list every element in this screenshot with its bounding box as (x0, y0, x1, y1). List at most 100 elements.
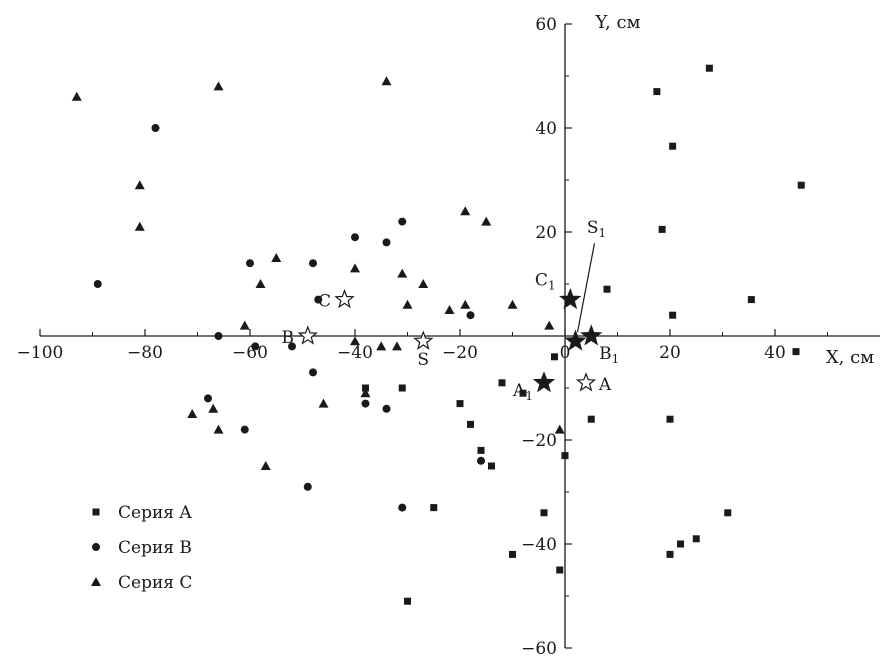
triangle-point (554, 424, 565, 434)
square-point (666, 550, 674, 558)
triangle-point (460, 299, 471, 309)
triangle-point (213, 424, 224, 434)
triangle-point (350, 336, 360, 346)
square-point (669, 311, 677, 319)
open-star-marker (413, 330, 434, 350)
legend-label: Серия C (118, 573, 192, 593)
square-point (669, 142, 677, 150)
y-tick-label: −60 (521, 639, 557, 657)
triangle-point (134, 180, 145, 190)
series-triangle (71, 76, 565, 470)
triangle-point (213, 81, 224, 91)
square-point (498, 379, 506, 387)
triangle-point (239, 320, 250, 330)
y-tick-label: −40 (521, 535, 557, 555)
square-point (488, 462, 495, 470)
triangle-point (544, 320, 555, 330)
circle-point (246, 259, 254, 268)
triangle-point (507, 299, 518, 309)
circle-point (303, 482, 312, 491)
open-star-marker (334, 288, 355, 309)
square-point (540, 509, 548, 517)
triangle-point (134, 221, 145, 231)
circle-point (314, 295, 323, 304)
annotation-label: C (318, 292, 331, 312)
annotation-label: S1 (587, 218, 606, 240)
triangle-point (481, 216, 492, 226)
y-tick-label: −20 (521, 431, 557, 451)
legend-circle-marker (92, 543, 100, 551)
x-tick-label: 0 (560, 343, 571, 363)
circle-point (309, 259, 317, 268)
annotation-label: C1 (535, 271, 556, 293)
x-tick-label: 20 (659, 343, 681, 363)
circle-point (240, 425, 249, 434)
annotation-arrow (576, 243, 596, 333)
y-axis-title: Y, см (594, 12, 640, 33)
square-point (561, 452, 569, 460)
square-point (430, 504, 438, 512)
annotation-label: B (282, 328, 295, 348)
circle-point (214, 332, 223, 340)
annotation-label: A (598, 375, 612, 395)
triangle-point (392, 341, 402, 351)
square-point (658, 225, 666, 233)
circle-point (382, 404, 391, 413)
y-tick-label: 60 (535, 15, 557, 35)
y-tick-label: 40 (535, 119, 557, 139)
y-tick-label: 20 (535, 223, 557, 243)
circle-point (466, 311, 475, 320)
legend-triangle-marker (91, 577, 101, 586)
square-point (653, 88, 661, 96)
triangle-point (418, 279, 429, 288)
triangle-point (271, 253, 282, 262)
square-point (519, 389, 527, 397)
square-point (603, 285, 611, 293)
triangle-point (444, 305, 455, 314)
triangle-point (187, 409, 198, 418)
filled-star-marker (532, 371, 556, 393)
axes: −100 −80 −60 −40 −20 0 20 40 −60 −40 −20 20 40 60 (17, 15, 880, 657)
circle-point (93, 280, 102, 288)
square-point (456, 400, 464, 408)
triangle-point (260, 461, 271, 470)
legend-square-marker (92, 508, 100, 516)
triangle-point (402, 299, 413, 309)
circle-point (398, 217, 407, 226)
circle-point (351, 233, 359, 242)
data-points (71, 64, 805, 605)
circle-point (251, 342, 260, 351)
square-point (467, 420, 474, 428)
square-point (692, 535, 700, 543)
square-point (551, 353, 558, 361)
square-point (404, 597, 411, 605)
triangle-point (350, 263, 360, 273)
square-point (666, 415, 674, 423)
square-point (797, 181, 805, 189)
triangle-point (208, 403, 219, 413)
triangle-point (71, 91, 82, 101)
square-point (705, 64, 713, 72)
triangle-point (360, 388, 371, 398)
annotation-label: B1 (599, 344, 619, 366)
filled-star-marker (564, 329, 587, 351)
square-point (398, 384, 406, 392)
circle-point (151, 124, 160, 132)
triangle-point (255, 279, 266, 288)
open-star-marker (297, 325, 318, 345)
filled-star-marker (559, 287, 582, 310)
x-tick-label: −80 (127, 343, 163, 363)
circle-point (477, 456, 485, 465)
legend-label: Серия B (118, 538, 192, 558)
square-point (477, 446, 485, 454)
legend-label: Серия A (118, 503, 192, 523)
series-square (362, 64, 805, 605)
triangle-point (460, 206, 471, 216)
annotation-label: A1 (512, 381, 533, 403)
circle-point (204, 394, 212, 403)
series-circle (93, 124, 485, 512)
circle-point (398, 503, 407, 512)
triangle-point (318, 398, 329, 408)
annotation-label: S (417, 350, 429, 370)
